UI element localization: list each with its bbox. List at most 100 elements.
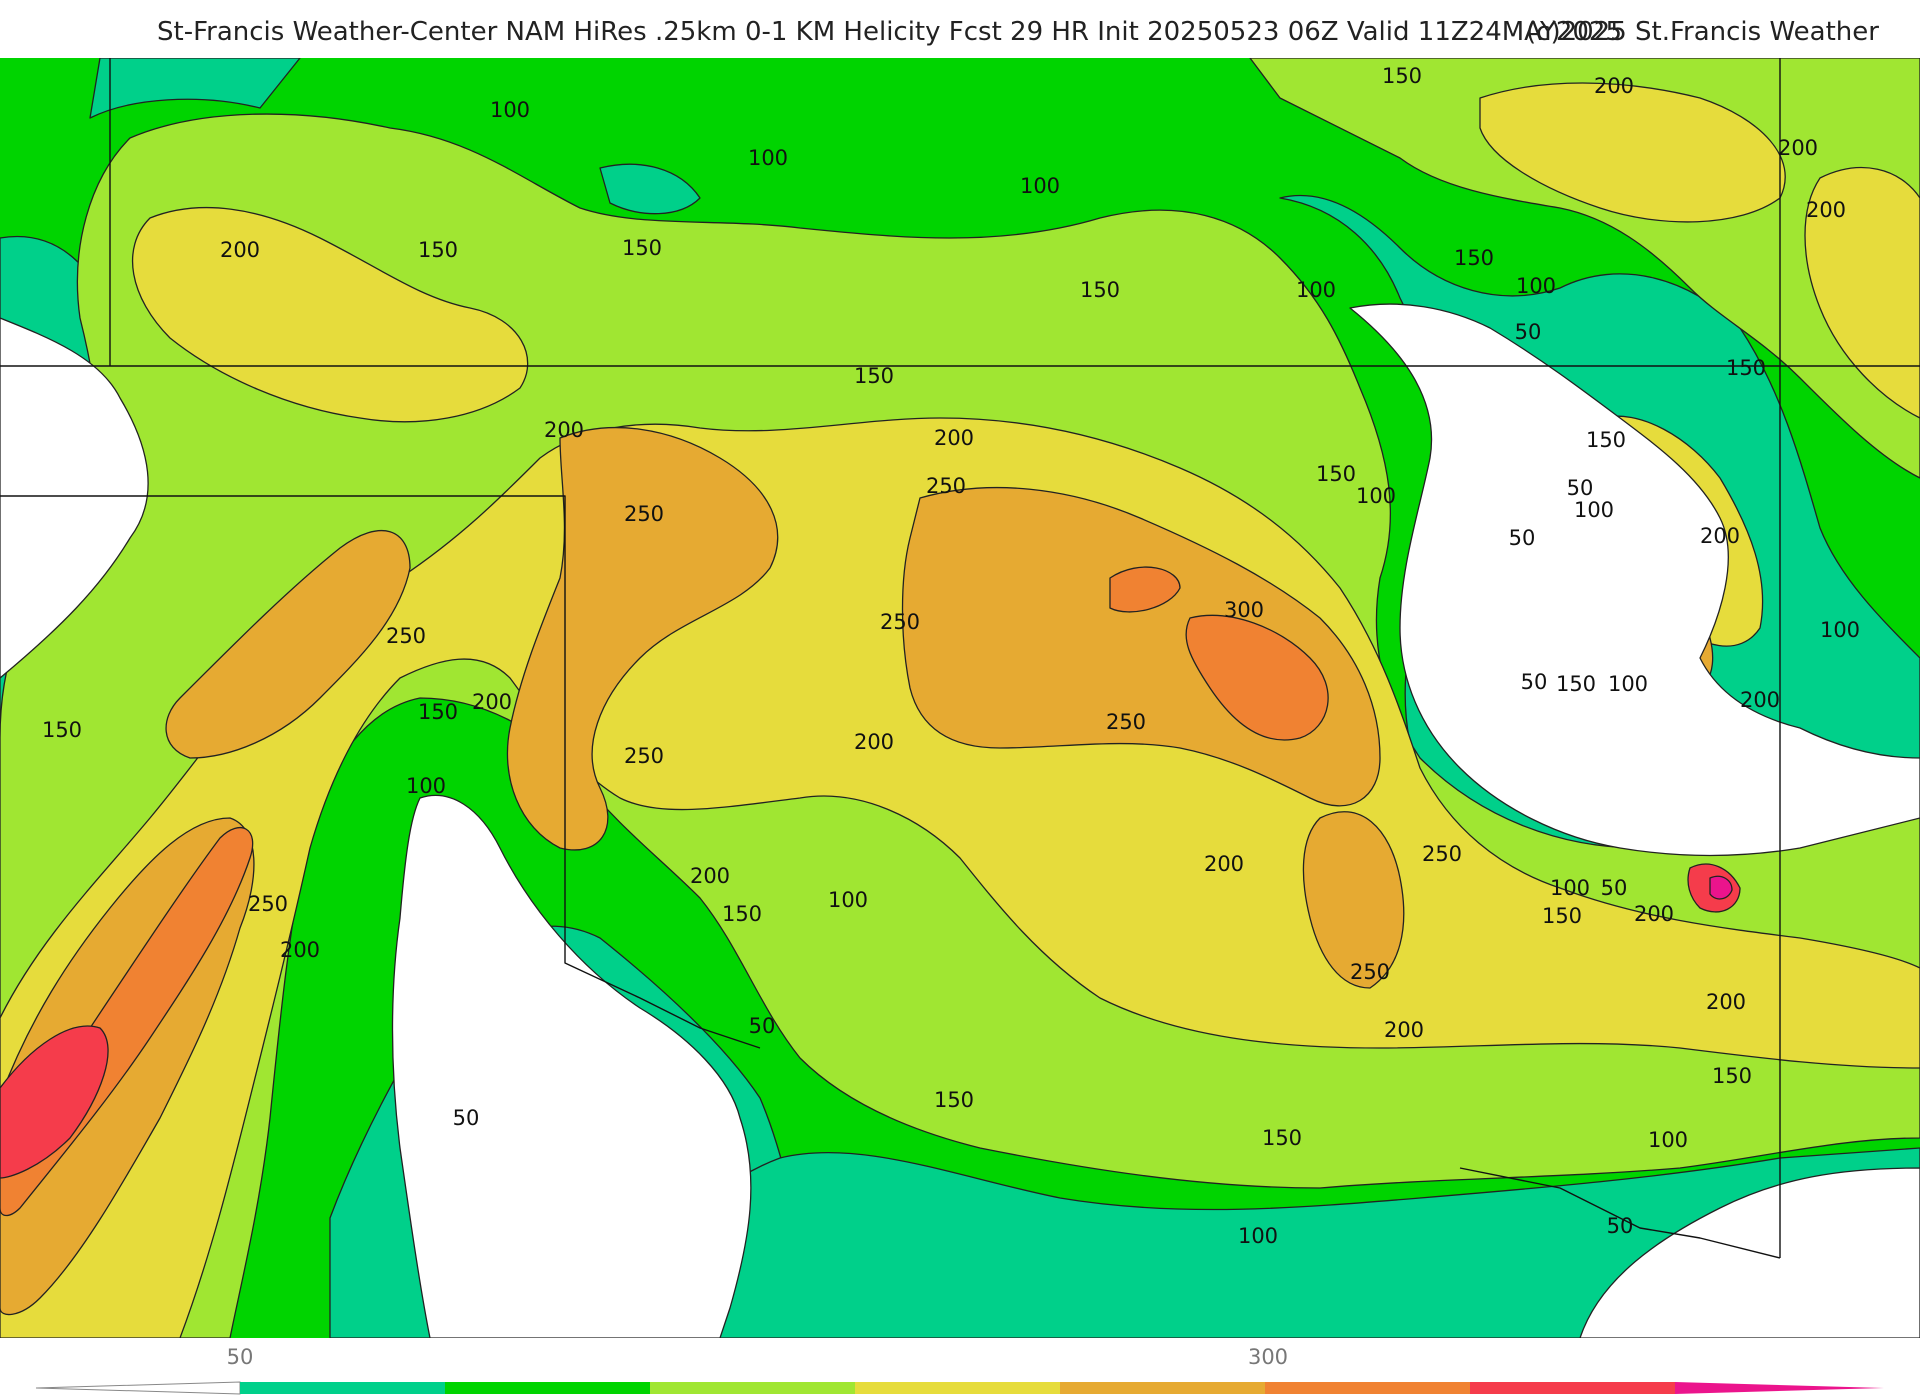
colorbar-bar bbox=[35, 1381, 1884, 1395]
colorbar-tick: 50 bbox=[227, 1345, 254, 1369]
contour-label: 100 bbox=[1356, 484, 1396, 508]
no-data-area bbox=[1579, 1167, 1920, 1338]
contour-label: 100 bbox=[406, 774, 446, 798]
contour-label: 50 bbox=[1607, 1214, 1634, 1238]
colorbar-max-arrow bbox=[1675, 1382, 1884, 1394]
contour-label: 150 bbox=[418, 238, 458, 262]
state-borders bbox=[0, 58, 1920, 1259]
contour-label: 150 bbox=[722, 902, 762, 926]
contour-label: 200 bbox=[934, 426, 974, 450]
contour-label: 100 bbox=[490, 98, 530, 122]
contour-label: 100 bbox=[1516, 274, 1556, 298]
contour-label: 200 bbox=[1204, 852, 1244, 876]
contour-label: 200 bbox=[280, 938, 320, 962]
contour-label: 150 bbox=[1382, 64, 1422, 88]
contour-label: 200 bbox=[1778, 136, 1818, 160]
contour-label: 150 bbox=[1454, 246, 1494, 270]
band-50 bbox=[599, 163, 701, 215]
contour-label: 100 bbox=[1238, 1224, 1278, 1248]
contour-label: 150 bbox=[1262, 1126, 1302, 1150]
no-data-area bbox=[1349, 303, 1920, 857]
contour-label: 50 bbox=[1601, 876, 1628, 900]
band-250 bbox=[506, 426, 779, 851]
contour-label: 250 bbox=[1350, 960, 1390, 984]
contour-label: 200 bbox=[1700, 524, 1740, 548]
colorbar-tick: 300 bbox=[1248, 1345, 1288, 1369]
band-400 bbox=[1709, 875, 1733, 900]
contour-label: 100 bbox=[1550, 876, 1590, 900]
contour-label: 50 bbox=[453, 1106, 480, 1130]
contour-label: 300 bbox=[1224, 598, 1264, 622]
band-50 bbox=[89, 58, 301, 119]
contour-label: 100 bbox=[828, 888, 868, 912]
contour-label: 250 bbox=[1422, 842, 1462, 866]
contour-label: 150 bbox=[418, 700, 458, 724]
contour-label: 250 bbox=[1106, 710, 1146, 734]
contour-label: 100 bbox=[1648, 1128, 1688, 1152]
contour-label: 250 bbox=[248, 892, 288, 916]
contour-label: 50 bbox=[1515, 320, 1542, 344]
colorbar-segment bbox=[445, 1382, 650, 1394]
contour-label: 250 bbox=[624, 744, 664, 768]
contour-label: 250 bbox=[386, 624, 426, 648]
contour-label: 100 bbox=[1820, 618, 1860, 642]
contour-label: 200 bbox=[1740, 688, 1780, 712]
title-copyright: (c)2025 St.Francis Weather bbox=[1526, 17, 1879, 47]
contour-label: 200 bbox=[854, 730, 894, 754]
colorbar-segment bbox=[855, 1382, 1060, 1394]
title-main: St-Francis Weather-Center NAM HiRes .25k… bbox=[157, 17, 1623, 47]
contour-label: 200 bbox=[472, 690, 512, 714]
contour-label: 50 bbox=[1567, 476, 1594, 500]
contour-label: 150 bbox=[1726, 356, 1766, 380]
band-200 bbox=[0, 417, 1920, 1338]
contour-label: 150 bbox=[622, 236, 662, 260]
band-350 bbox=[0, 1025, 109, 1179]
contour-label: 100 bbox=[1020, 174, 1060, 198]
no-data-area bbox=[0, 317, 149, 679]
contour-label: 150 bbox=[1080, 278, 1120, 302]
contour-label: 150 bbox=[854, 364, 894, 388]
contour-label: 150 bbox=[1586, 428, 1626, 452]
band-250 bbox=[165, 529, 411, 759]
contour-label: 200 bbox=[1634, 902, 1674, 926]
contour-label: 100 bbox=[1296, 278, 1336, 302]
contour-label: 100 bbox=[748, 146, 788, 170]
contour-label: 250 bbox=[926, 474, 966, 498]
contour-label: 250 bbox=[624, 502, 664, 526]
band-300 bbox=[1109, 566, 1181, 613]
contour-label: 50 bbox=[1509, 526, 1536, 550]
contour-label: 100 bbox=[1574, 498, 1614, 522]
colorbar-segment bbox=[1470, 1382, 1675, 1394]
contour-label: 200 bbox=[220, 238, 260, 262]
colorbar-segment bbox=[650, 1382, 855, 1394]
contour-label: 150 bbox=[934, 1088, 974, 1112]
contour-label: 100 bbox=[1608, 672, 1648, 696]
band-200 bbox=[131, 206, 529, 423]
contour-label: 200 bbox=[1806, 198, 1846, 222]
colorbar-segment bbox=[1265, 1382, 1470, 1394]
colorbar-segment bbox=[240, 1382, 445, 1394]
band-250 bbox=[1302, 811, 1405, 989]
band-200 bbox=[1804, 166, 1920, 419]
band-300 bbox=[1185, 614, 1329, 741]
contour-label: 200 bbox=[690, 864, 730, 888]
map-title: St-Francis Weather-Center NAM HiRes .25k… bbox=[0, 12, 1920, 52]
contour-label: 250 bbox=[880, 610, 920, 634]
contour-label: 150 bbox=[1556, 672, 1596, 696]
contour-label: 150 bbox=[42, 718, 82, 742]
contour-label: 50 bbox=[749, 1014, 776, 1038]
contour-label: 200 bbox=[544, 418, 584, 442]
contour-label: 150 bbox=[1542, 904, 1582, 928]
colorbar: 50 300 bbox=[35, 1345, 1884, 1395]
contour-label: 200 bbox=[1384, 1018, 1424, 1042]
contour-label: 200 bbox=[1594, 74, 1634, 98]
colorbar-segment bbox=[1060, 1382, 1265, 1394]
contour-label: 200 bbox=[1706, 990, 1746, 1014]
contour-label: 150 bbox=[1316, 462, 1356, 486]
no-data-area bbox=[391, 794, 752, 1338]
contour-label: 50 bbox=[1521, 670, 1548, 694]
contour-label: 150 bbox=[1712, 1064, 1752, 1088]
colorbar-min-arrow bbox=[35, 1381, 241, 1395]
